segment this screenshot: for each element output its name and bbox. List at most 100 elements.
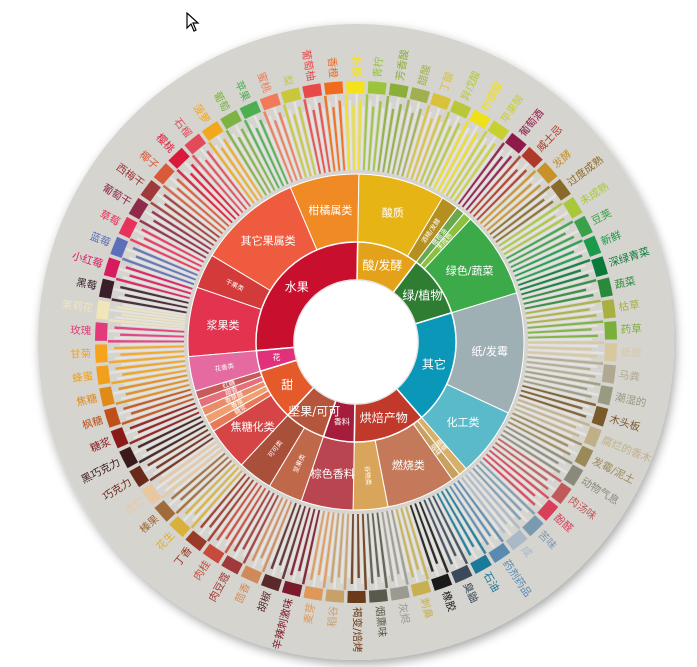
outer-stripe-47-4 <box>472 467 522 521</box>
outer-stripe-53-2 <box>400 507 420 571</box>
outer-stripe-5-0 <box>121 257 195 286</box>
outer-chip-32 <box>573 215 593 238</box>
outer-stripe-9-5 <box>182 179 232 226</box>
outer-stripe-12-3 <box>216 135 261 200</box>
outer-chip-34 <box>591 256 608 278</box>
outer-label-53: 刺鼻 <box>418 597 436 621</box>
outer-stripe-33-4 <box>516 254 583 282</box>
outer-label-40: 潮湿的 <box>614 390 648 409</box>
inner-label-4: 烘焙产物 <box>360 410 408 425</box>
outer-stripe-26-4 <box>453 143 496 202</box>
outer-chip-68 <box>129 465 150 488</box>
outer-stripe-20-1 <box>365 100 372 171</box>
outer-chip-70 <box>110 427 129 449</box>
outer-stripe-40-3 <box>523 377 599 397</box>
outer-stripe-64-4 <box>199 473 247 529</box>
outer-stripe-7-4 <box>151 210 212 251</box>
outer-stripe-18-5 <box>342 106 348 171</box>
outer-chip-52 <box>431 573 453 591</box>
outer-chip-44 <box>563 464 584 487</box>
outer-chip-23 <box>430 92 452 111</box>
outer-stripe-14-1 <box>249 123 282 188</box>
outer-stripe-41-0 <box>522 384 597 407</box>
outer-stripe-61-3 <box>252 498 286 569</box>
middle-label-15: 棕色香料 <box>311 466 355 480</box>
outer-label-55: 烟熏味 <box>373 605 389 638</box>
outer-stripe-12-1 <box>214 144 257 203</box>
outer-stripe-52-2 <box>414 503 439 565</box>
outer-stripe-52-3 <box>412 504 440 577</box>
outer-stripe-16-3 <box>292 101 314 176</box>
outer-stripe-17-3 <box>313 97 329 173</box>
outer-stripe-26-0 <box>445 130 488 197</box>
outer-stripe-58-4 <box>309 510 325 581</box>
outer-label-38: 纸板 <box>621 346 643 360</box>
outer-stripe-34-5 <box>521 278 585 298</box>
outer-stripe-25-3 <box>439 125 479 193</box>
outer-stripe-44-2 <box>503 429 559 465</box>
outer-stripe-65-2 <box>193 466 240 516</box>
outer-stripe-69-1 <box>142 422 205 458</box>
outer-stripe-42-2 <box>515 403 577 429</box>
outer-stripe-8-0 <box>150 201 215 247</box>
outer-stripe-41-4 <box>519 394 587 418</box>
outer-stripe-43-1 <box>511 414 576 447</box>
outer-stripe-23-5 <box>417 121 443 183</box>
outer-stripe-13-2 <box>237 136 272 194</box>
outer-stripe-24-2 <box>424 125 452 185</box>
outer-chip-10 <box>168 147 190 169</box>
outer-stripe-37-5 <box>527 338 592 341</box>
outer-stripe-52-4 <box>409 504 434 572</box>
outer-stripe-17-2 <box>312 109 326 173</box>
outer-stripe-56-2 <box>357 513 360 578</box>
outer-stripe-30-0 <box>489 185 551 235</box>
outer-stripe-2-0 <box>108 319 185 328</box>
outer-stripe-10-5 <box>197 165 242 215</box>
outer-chip-72 <box>99 386 115 407</box>
outer-stripe-0-3 <box>108 347 185 354</box>
outer-chip-35 <box>597 277 613 298</box>
outer-stripe-44-0 <box>505 425 573 465</box>
outer-stripe-25-1 <box>435 127 470 191</box>
outer-stripe-54-4 <box>381 511 395 582</box>
outer-stripe-24-1 <box>422 118 452 184</box>
outer-stripe-39-4 <box>526 365 596 379</box>
outer-stripe-0-2 <box>120 350 185 356</box>
outer-stripe-21-2 <box>382 108 395 173</box>
outer-stripe-57-5 <box>327 512 337 577</box>
outer-stripe-68-3 <box>143 431 210 473</box>
outer-stripe-16-0 <box>282 104 307 178</box>
outer-stripe-38-0 <box>527 341 604 344</box>
outer-stripe-38-4 <box>527 351 598 358</box>
outer-stripe-38-5 <box>527 353 592 361</box>
outer-stripe-52-1 <box>416 502 444 569</box>
outer-stripe-50-3 <box>438 491 478 560</box>
outer-stripe-58-3 <box>312 511 328 587</box>
outer-stripe-61-0 <box>261 501 293 573</box>
outer-stripe-43-3 <box>508 419 578 456</box>
inner-label-0: 水果 <box>285 280 309 294</box>
middle-ring <box>187 173 525 511</box>
outer-stripe-72-2 <box>125 379 189 396</box>
outer-chip-51 <box>450 564 473 584</box>
outer-stripe-23-2 <box>410 118 434 180</box>
outer-stripe-38-1 <box>527 344 598 348</box>
outer-chip-55 <box>368 589 388 603</box>
outer-stripe-33-2 <box>514 250 575 277</box>
outer-label-57: 稻谷 <box>326 605 340 627</box>
outer-chip-41 <box>591 405 609 427</box>
outer-stripe-1-4 <box>114 326 185 333</box>
outer-stripe-36-0 <box>525 299 601 315</box>
outer-stripe-14-5 <box>264 123 291 184</box>
outer-stripe-1-3 <box>108 329 185 336</box>
outer-stripe-19-3 <box>355 94 358 171</box>
outer-stripe-63-5 <box>216 480 257 535</box>
outer-stripe-35-0 <box>522 278 597 300</box>
outer-stripe-72-1 <box>120 381 190 401</box>
outer-stripe-17-4 <box>317 102 331 173</box>
outer-chip-29 <box>536 162 558 184</box>
outer-stripe-60-1 <box>280 505 304 573</box>
outer-stripe-6-2 <box>143 237 202 268</box>
outer-stripe-13-1 <box>231 133 270 195</box>
